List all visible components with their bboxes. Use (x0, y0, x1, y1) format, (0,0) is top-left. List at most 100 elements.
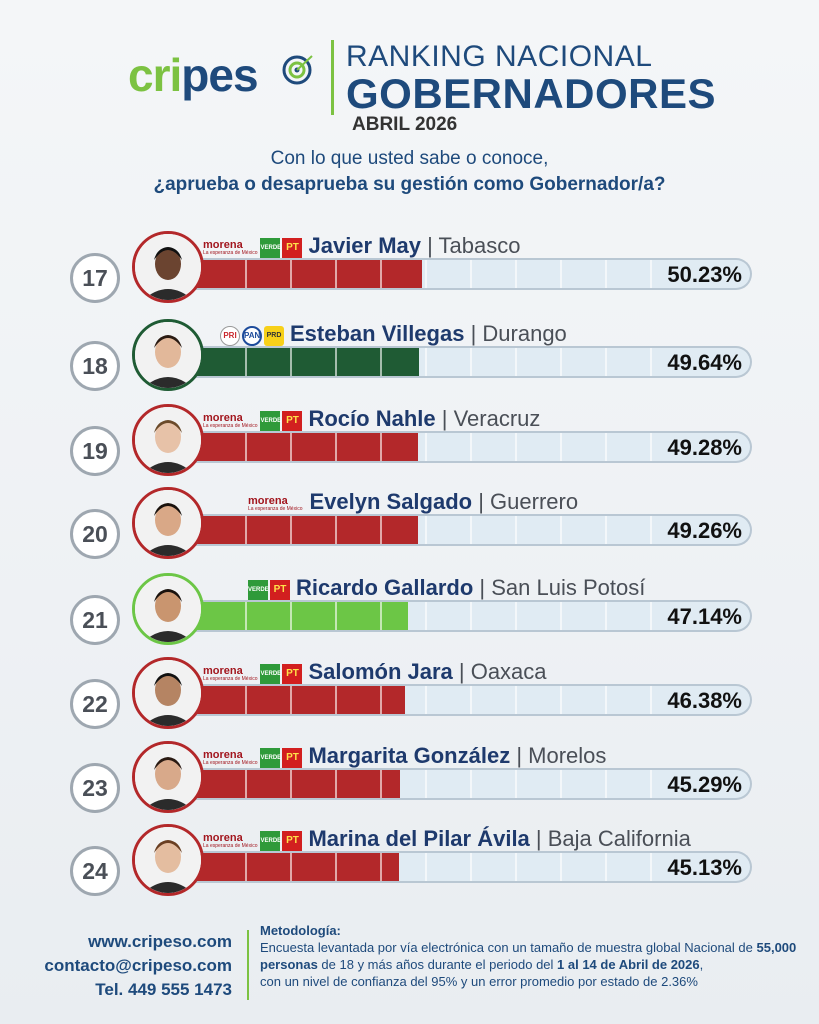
bar-segment-divider (605, 433, 607, 461)
approval-bar (196, 348, 420, 376)
pt-logo: PT (282, 831, 303, 852)
bar-segment-divider (515, 433, 517, 461)
approval-bar-track: 49.64% (196, 346, 752, 378)
bar-segment-divider (470, 348, 472, 376)
party-logos: morena La esperanza de México VERDE PT (203, 407, 304, 433)
bar-segment-divider (245, 770, 247, 798)
bar-segment-divider (290, 770, 292, 798)
bar-segment-divider (380, 348, 382, 376)
target-icon (282, 55, 313, 85)
methodology-text-1: Encuesta levantada por vía electrónica c… (260, 940, 753, 955)
bar-segment-divider (650, 260, 652, 288)
state-name: | Durango (464, 321, 567, 346)
bar-segment-divider (560, 260, 562, 288)
approval-value: 49.28% (667, 435, 742, 460)
pan-logo: PAN (242, 326, 262, 347)
bar-segment-divider (515, 348, 517, 376)
approval-value: 45.29% (667, 772, 742, 797)
bar-segment-divider (515, 516, 517, 544)
approval-bar (196, 770, 400, 798)
bar-segment-divider (470, 602, 472, 630)
governor-label: morena La esperanza de México VERDE PT Marin… (203, 826, 691, 852)
bar-segment-divider (380, 433, 382, 461)
phone-number: Tel. 449 555 1473 (95, 980, 232, 999)
header-divider (331, 40, 334, 115)
approval-bar-track: 45.29% (196, 768, 752, 800)
approval-bar (196, 853, 400, 881)
bar-segment-divider (515, 686, 517, 714)
governor-label: VERDE PT Ricardo Gallardo | San Luis Potos… (248, 575, 645, 601)
morena-logo: morena La esperanza de México (203, 665, 258, 683)
verde-logo: VERDE (260, 664, 281, 685)
governor-label: morena La esperanza de México VERDE PT Javie… (203, 233, 521, 259)
website-link[interactable]: www.cripeso.com (88, 932, 232, 951)
morena-logo: morena La esperanza de México (203, 749, 258, 767)
ranking-row: 17 50.23% morena La esperanza de México VERD… (0, 220, 819, 306)
avatar (132, 741, 204, 813)
bar-segment-divider (560, 686, 562, 714)
pt-logo: PT (282, 748, 303, 769)
party-logos: morena La esperanza de México VERDE PT (203, 827, 304, 853)
bar-segment-divider (515, 260, 517, 288)
governor-name: Javier May (308, 233, 422, 258)
avatar (132, 319, 204, 391)
approval-bar-track: 49.28% (196, 431, 752, 463)
bar-segment-divider (470, 516, 472, 544)
bar-segment-divider (605, 260, 607, 288)
pt-logo: PT (270, 580, 290, 601)
state-name: | Tabasco (421, 233, 521, 258)
approval-bar (196, 433, 418, 461)
state-name: | Veracruz (435, 406, 541, 431)
bar-segment-divider (335, 770, 337, 798)
date-label: ABRIL 2026 (352, 114, 458, 135)
methodology-title: Metodología: (260, 923, 341, 938)
bar-segment-divider (335, 516, 337, 544)
bar-segment-divider (425, 433, 427, 461)
cripeso-logo: cripes (128, 49, 259, 101)
rank-badge: 20 (70, 509, 120, 559)
party-logos: morena La esperanza de México VERDE PT (203, 660, 304, 686)
avatar (132, 231, 204, 303)
bar-segment-divider (245, 602, 247, 630)
bar-segment-divider (650, 433, 652, 461)
bar-segment-divider (335, 602, 337, 630)
bar-segment-divider (245, 686, 247, 714)
question-line-2: ¿aprueba o desaprueba su gestión como Go… (153, 174, 666, 195)
bar-segment-divider (515, 770, 517, 798)
state-name: | Guerrero (472, 489, 579, 514)
bar-segment-divider (605, 516, 607, 544)
title-line-1: RANKING NACIONAL (346, 40, 653, 73)
bar-segment-divider (380, 260, 382, 288)
bar-segment-divider (605, 853, 607, 881)
title-line-2: GOBERNADORES (346, 70, 717, 117)
rank-badge: 23 (70, 763, 120, 813)
governor-label: morena La esperanza de México Evelyn Salga… (248, 489, 578, 515)
ranking-row: 19 49.28% morena La esperanza de México VERD… (0, 393, 819, 479)
email-link[interactable]: contacto@cripeso.com (44, 956, 232, 975)
bar-segment-divider (425, 348, 427, 376)
bar-segment-divider (245, 260, 247, 288)
bar-segment-divider (425, 853, 427, 881)
bar-segment-divider (290, 853, 292, 881)
state-name: | Morelos (510, 743, 607, 768)
question-line-1: Con lo que usted sabe o conoce, (270, 148, 549, 169)
governor-name: Ricardo Gallardo (296, 575, 474, 600)
bar-segment-divider (605, 602, 607, 630)
governor-name: Marina del Pilar Ávila (308, 826, 530, 851)
approval-bar-track: 46.38% (196, 684, 752, 716)
governor-label: morena La esperanza de México VERDE PT Rocío… (203, 406, 540, 432)
approval-value: 49.26% (667, 518, 742, 543)
bar-segment-divider (335, 348, 337, 376)
rank-badge: 21 (70, 595, 120, 645)
methodology-text-4: con un nivel de confianza del 95% y un e… (260, 974, 698, 989)
methodology-text-2: de 18 y más años durante el periodo del (317, 957, 558, 972)
footer-divider (247, 930, 249, 1000)
ranking-row: 18 49.64% PRI PAN PRD Esteban Villegas | Dura… (0, 308, 819, 394)
party-logos: PRI PAN PRD (220, 322, 286, 348)
bar-segment-divider (650, 853, 652, 881)
governor-name: Rocío Nahle (308, 406, 436, 431)
ranking-row: 24 45.13% morena La esperanza de México VERD… (0, 813, 819, 899)
bar-segment-divider (335, 433, 337, 461)
methodology-text-3: , (699, 957, 704, 972)
bar-segment-divider (425, 516, 427, 544)
